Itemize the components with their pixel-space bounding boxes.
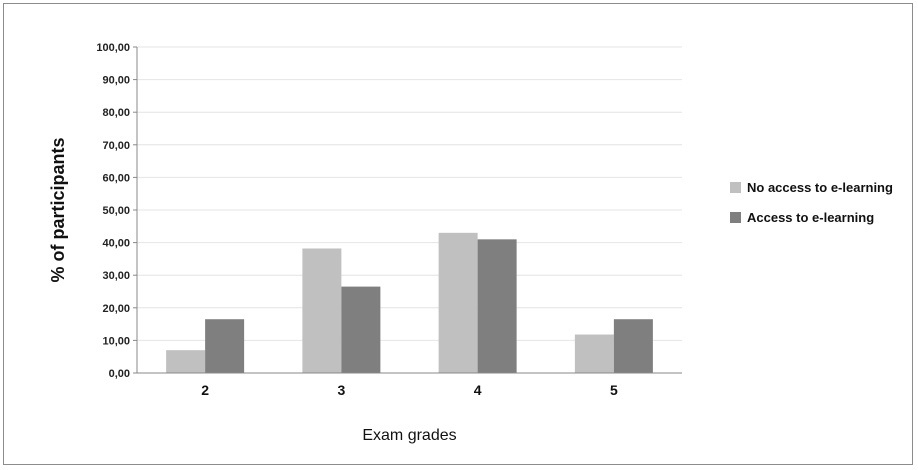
bar-no-access-grade-3 [302,248,342,373]
y-tick-label: 100,00 [96,42,130,54]
x-axis-label: Exam grades [362,427,456,444]
y-tick-label: 90,00 [102,75,130,87]
legend-label: Access to e-learning [747,210,874,225]
y-tick-label: 70,00 [102,140,130,152]
gridlines [137,46,682,341]
bar-no-access-grade-4 [438,232,478,373]
y-tick-label: 40,00 [102,238,130,250]
bar-no-access-grade-5 [574,334,614,373]
legend-swatch [730,212,741,223]
bars [166,232,653,373]
x-tick-label: 2 [201,382,209,398]
y-axis-label: % of participants [48,137,68,282]
bar-access-grade-5 [613,319,653,373]
x-tick-label: 5 [610,382,618,398]
x-tick-label: 4 [474,382,482,398]
y-tick-label: 10,00 [102,335,130,347]
chart-frame: 0,00 10,00 20,00 30,00 40,00 50,00 60,00 70,00 8… [3,3,913,465]
bar-access-grade-4 [477,239,517,373]
legend-swatch [730,182,741,193]
y-tick-label: 0,00 [109,368,130,380]
legend: No access to e-learning Access to e-learn… [730,180,893,225]
y-tick-label: 60,00 [102,172,130,184]
x-tick-label: 3 [337,382,345,398]
bar-access-grade-3 [341,286,381,373]
y-axis-ticks: 0,00 10,00 20,00 30,00 40,00 50,00 60,00 70,00 8… [96,42,138,380]
bar-access-grade-2 [205,319,245,373]
x-axis-ticks: 2 3 4 5 [201,382,618,398]
bar-no-access-grade-2 [166,350,206,373]
y-tick-label: 30,00 [102,270,130,282]
y-tick-label: 80,00 [102,107,130,119]
bar-chart: 0,00 10,00 20,00 30,00 40,00 50,00 60,00 70,00 8… [48,42,893,444]
y-tick-label: 20,00 [102,303,130,315]
legend-label: No access to e-learning [747,180,893,195]
y-tick-label: 50,00 [102,205,130,217]
